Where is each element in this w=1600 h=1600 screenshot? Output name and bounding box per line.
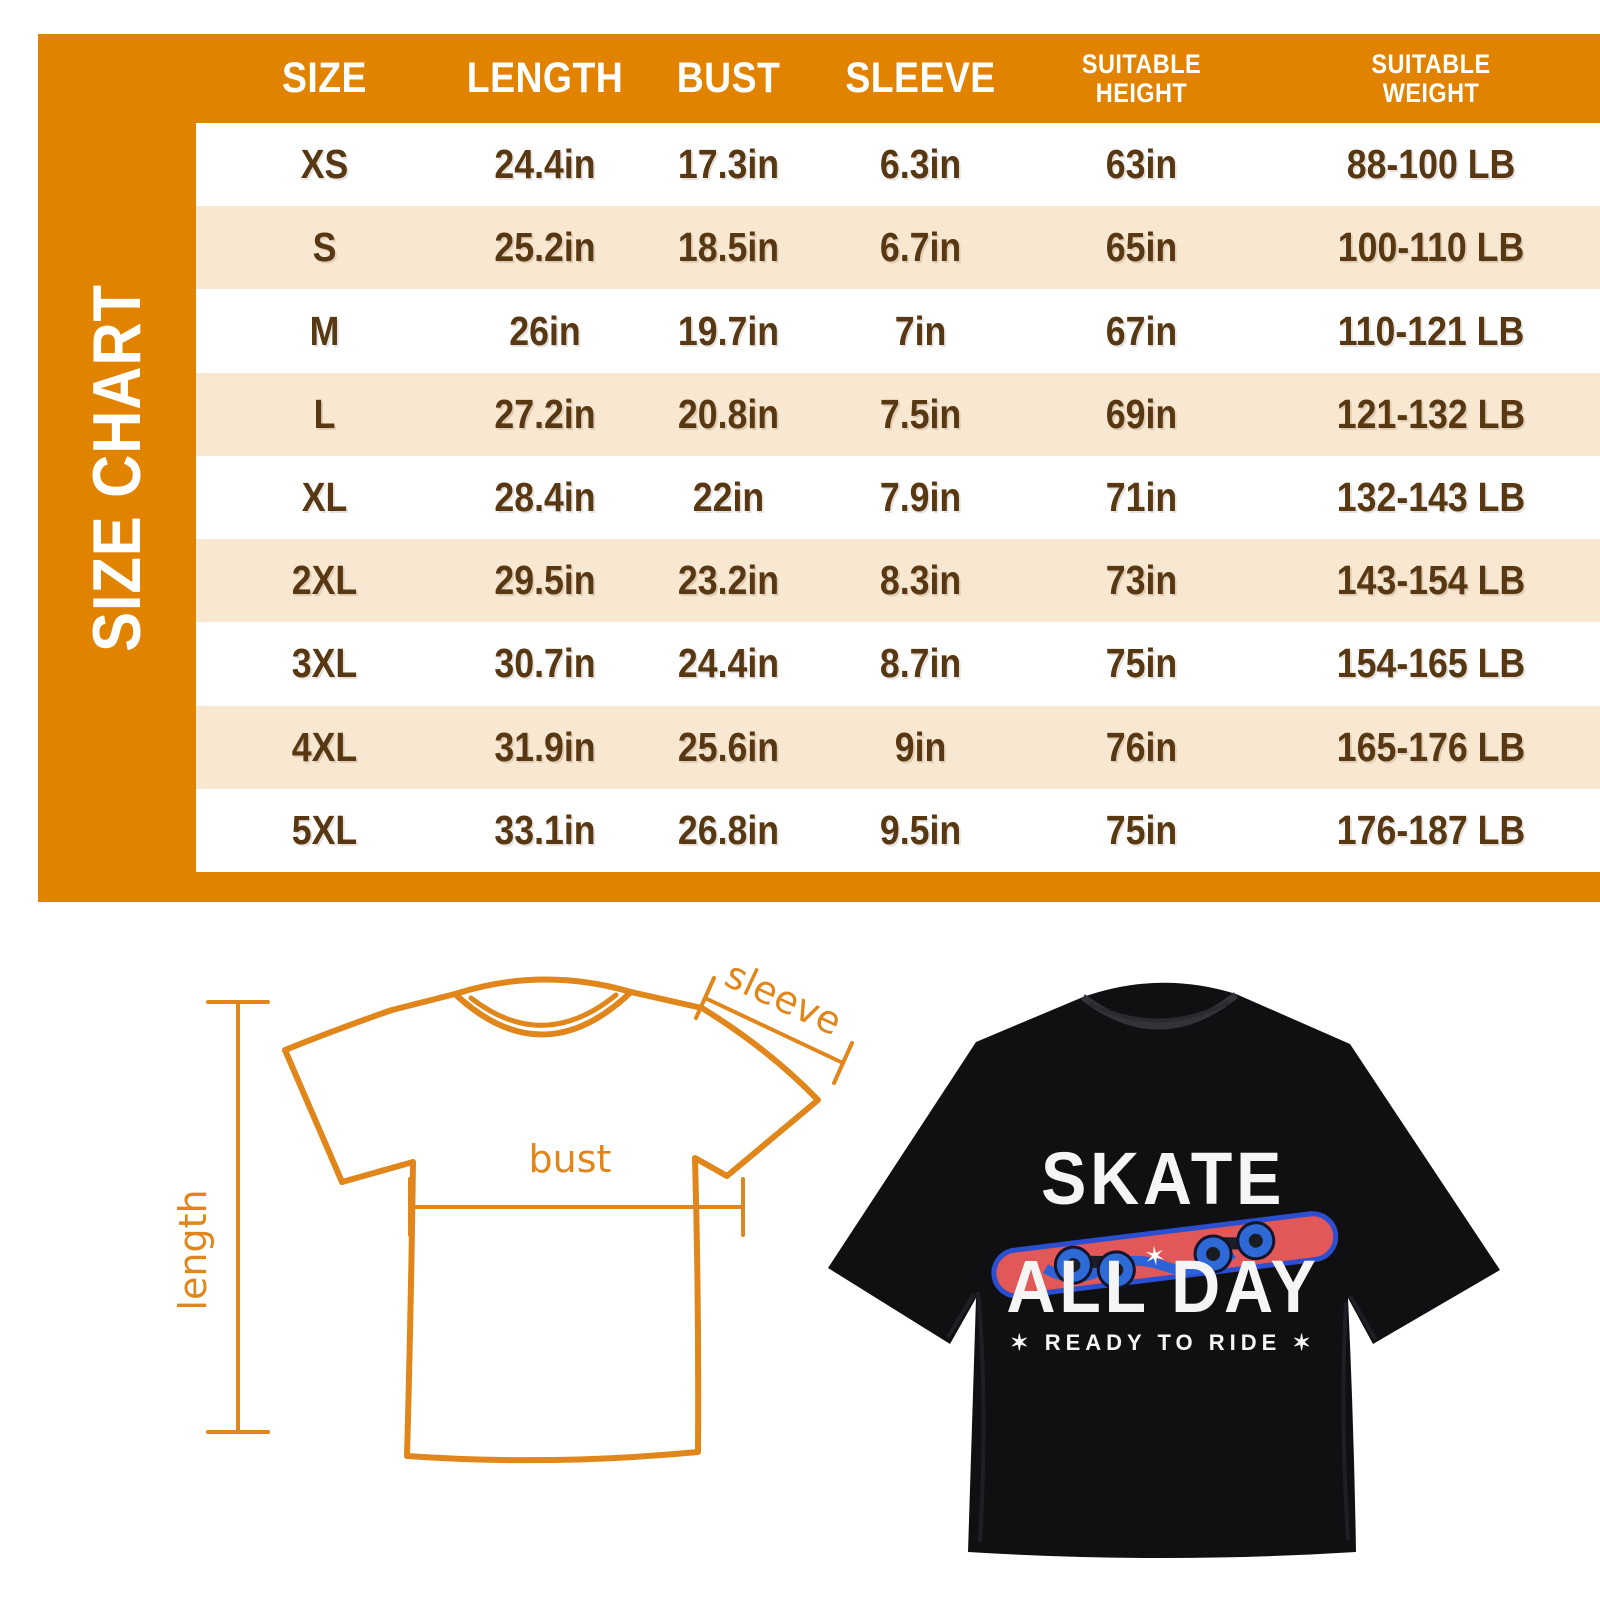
- print-tagline: ✶ READY TO RIDE ✶: [1010, 1330, 1316, 1355]
- print-line1: SKATE: [1041, 1138, 1285, 1220]
- cell-bust: 25.6in: [677, 723, 780, 770]
- cell-height: 69in: [1105, 390, 1178, 437]
- cell-size: M: [309, 307, 340, 354]
- cell-size: XL: [301, 473, 348, 520]
- cell-bust: 19.7in: [677, 307, 780, 354]
- print-line2: ALL DAY: [1006, 1246, 1319, 1328]
- cell-sleeve: 6.7in: [879, 224, 962, 271]
- sleeve-line: [694, 976, 854, 1085]
- table-row-3xl: 3XL 30.7in 24.4in 8.7in 75in 154-165 LB: [196, 622, 1600, 706]
- cell-weight: 132-143 LB: [1336, 473, 1526, 520]
- col-header-suitable-height: SUITABLE HEIGHT: [1081, 49, 1202, 108]
- cell-size: 2XL: [291, 557, 358, 604]
- col-header-suitable-weight: SUITABLE WEIGHT: [1371, 49, 1491, 108]
- cell-size: 4XL: [291, 723, 358, 770]
- cell-weight: 176-187 LB: [1336, 806, 1526, 853]
- cell-length: 28.4in: [494, 473, 596, 520]
- cell-sleeve: 6.3in: [879, 141, 962, 188]
- cell-sleeve: 9.5in: [879, 806, 962, 853]
- col-header-size: SIZE: [282, 54, 367, 102]
- tshirt-outline: [282, 976, 821, 1464]
- cell-weight: 165-176 LB: [1336, 723, 1526, 770]
- cell-length: 27.2in: [494, 390, 596, 437]
- cell-size: XS: [300, 141, 349, 188]
- skate-print: SKATE ✶ ALL DAY ✶ READY TO RIDE ✶: [991, 1138, 1339, 1355]
- table-row-xs: XS 24.4in 17.3in 6.3in 63in 88-100 LB: [196, 123, 1600, 207]
- cell-height: 75in: [1105, 806, 1178, 853]
- cell-bust: 17.3in: [677, 141, 780, 188]
- table-row-l: L 27.2in 20.8in 7.5in 69in 121-132 LB: [196, 372, 1600, 456]
- black-tee-collar-top: [1089, 1000, 1230, 1023]
- cell-height: 73in: [1105, 557, 1178, 604]
- cell-length: 31.9in: [494, 723, 596, 770]
- bust-label: bust: [529, 1137, 612, 1181]
- cell-sleeve: 7.5in: [879, 390, 962, 437]
- table-body: XS 24.4in 17.3in 6.3in 63in 88-100 LB S …: [196, 123, 1600, 872]
- collar-inner: [468, 992, 619, 1028]
- fold-lines: [946, 1291, 1378, 1543]
- table-row-5xl: 5XL 33.1in 26.8in 9.5in 75in 176-187 LB: [196, 788, 1600, 872]
- col-header-length: LENGTH: [466, 54, 624, 102]
- col-header-bust: BUST: [676, 54, 781, 102]
- cell-weight: 143-154 LB: [1336, 557, 1526, 604]
- cell-sleeve: 7.9in: [879, 473, 962, 520]
- table-row-4xl: 4XL 31.9in 25.6in 9in 76in 165-176 LB: [196, 705, 1600, 789]
- collar-outer: [452, 989, 634, 1038]
- cell-height: 75in: [1105, 640, 1178, 687]
- cell-sleeve: 7in: [894, 307, 947, 354]
- product-tshirt-photo: SKATE ✶ ALL DAY ✶ READY TO RIDE ✶: [828, 982, 1500, 1558]
- cell-length: 24.4in: [494, 141, 596, 188]
- cell-bust: 22in: [692, 473, 765, 520]
- cell-size: 5XL: [291, 806, 358, 853]
- cell-length: 30.7in: [494, 640, 596, 687]
- cell-height: 71in: [1105, 473, 1178, 520]
- cell-weight: 88-100 LB: [1346, 141, 1516, 188]
- col-header-sleeve: SLEEVE: [845, 54, 996, 102]
- cell-length: 33.1in: [494, 806, 596, 853]
- length-line: [206, 1000, 270, 1434]
- cell-height: 65in: [1105, 224, 1178, 271]
- tshirt-measurement-diagram: length bust sleeve: [171, 952, 854, 1464]
- cell-size: L: [313, 390, 336, 437]
- cell-sleeve: 8.7in: [879, 640, 962, 687]
- cell-length: 25.2in: [494, 224, 596, 271]
- table-row-xl: XL 28.4in 22in 7.9in 71in 132-143 LB: [196, 455, 1600, 540]
- table-header-row: SIZE LENGTH BUST SLEEVE SUITABLE HEIGHT …: [196, 34, 1600, 123]
- cell-size: S: [312, 224, 337, 271]
- table-row-s: S 25.2in 18.5in 6.7in 65in 100-110 LB: [196, 206, 1600, 290]
- page-title: SIZE CHART: [79, 284, 155, 652]
- cell-length: 26in: [509, 307, 581, 354]
- size-table: SIZE LENGTH BUST SLEEVE SUITABLE HEIGHT …: [196, 34, 1600, 872]
- cell-bust: 23.2in: [677, 557, 780, 604]
- deck-star: ✶: [1142, 1240, 1167, 1272]
- length-label: length: [171, 1189, 215, 1310]
- size-chart-panel: SIZE CHART SIZE LENGTH BUST SLEEVE SUITA…: [38, 34, 1600, 902]
- cell-sleeve: 9in: [894, 723, 947, 770]
- cell-height: 67in: [1105, 307, 1178, 354]
- cell-height: 76in: [1105, 723, 1178, 770]
- cell-weight: 154-165 LB: [1336, 640, 1526, 687]
- cell-weight: 121-132 LB: [1336, 390, 1526, 437]
- cell-bust: 18.5in: [677, 224, 780, 271]
- table-row-2xl: 2XL 29.5in 23.2in 8.3in 73in 143-154 LB: [196, 539, 1600, 623]
- cell-weight: 110-121 LB: [1337, 307, 1525, 354]
- cell-bust: 20.8in: [677, 390, 780, 437]
- cell-sleeve: 8.3in: [879, 557, 962, 604]
- cell-weight: 100-110 LB: [1337, 224, 1525, 271]
- skateboard-graphic: ✶: [991, 1211, 1339, 1299]
- bust-line: [408, 1177, 745, 1237]
- cell-length: 29.5in: [494, 557, 596, 604]
- table-row-m: M 26in 19.7in 7in 67in 110-121 LB: [196, 289, 1600, 373]
- cell-height: 63in: [1105, 141, 1178, 188]
- cell-bust: 26.8in: [677, 806, 780, 853]
- size-chart-title-band: SIZE CHART: [38, 34, 196, 902]
- cell-size: 3XL: [291, 640, 358, 687]
- cell-bust: 24.4in: [677, 640, 780, 687]
